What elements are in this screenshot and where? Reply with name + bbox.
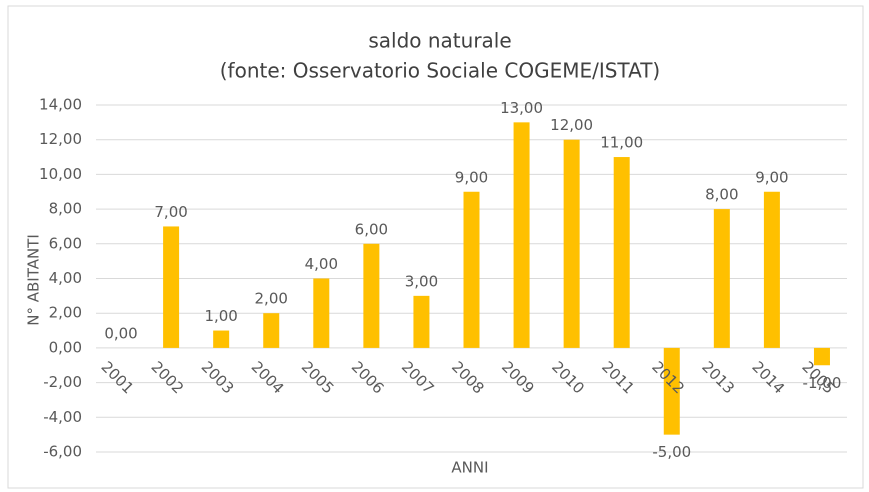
bar [813,347,830,366]
data-label: 8,00 [705,186,738,204]
data-label: 2,00 [255,290,288,308]
bar [363,243,380,348]
y-tick-label: 8,00 [49,200,82,218]
y-tick-label: 4,00 [49,269,82,287]
bar [763,191,780,348]
y-tick-label: 12,00 [39,130,82,148]
data-label: 7,00 [154,203,187,221]
bar [513,122,530,348]
data-label: 12,00 [550,116,593,134]
bar [663,347,680,435]
data-label: 9,00 [455,168,488,186]
y-tick-label: 2,00 [49,304,82,322]
data-label: -5,00 [652,443,691,461]
y-tick-label: 6,00 [49,234,82,252]
chart-subtitle: (fonte: Osservatorio Sociale COGEME/ISTA… [220,59,661,83]
chart-title: saldo naturale [368,29,511,53]
bar [563,139,580,348]
data-label: 1,00 [204,307,237,325]
y-tick-label: -6,00 [43,443,82,461]
data-label: 6,00 [355,220,388,238]
bar [213,330,230,348]
bar [463,191,480,348]
data-label: 3,00 [405,272,438,290]
y-tick-label: -4,00 [43,408,82,426]
bar [713,209,730,348]
y-tick-label: -2,00 [43,373,82,391]
data-label: 4,00 [305,255,338,273]
y-axis-title: N° ABITANTI [25,234,43,326]
bar [413,295,430,348]
bar [613,157,630,348]
data-label: 13,00 [500,99,543,117]
bar [263,313,280,348]
data-label: 9,00 [755,168,788,186]
bar [313,278,330,348]
y-tick-label: 14,00 [39,96,82,114]
data-label: -1,00 [803,374,842,392]
y-tick-label: 0,00 [49,338,82,356]
data-label: 11,00 [600,134,643,152]
x-axis-title: ANNI [451,459,488,477]
y-tick-label: 10,00 [39,165,82,183]
bar [163,226,180,348]
data-label: 0,00 [104,324,137,342]
